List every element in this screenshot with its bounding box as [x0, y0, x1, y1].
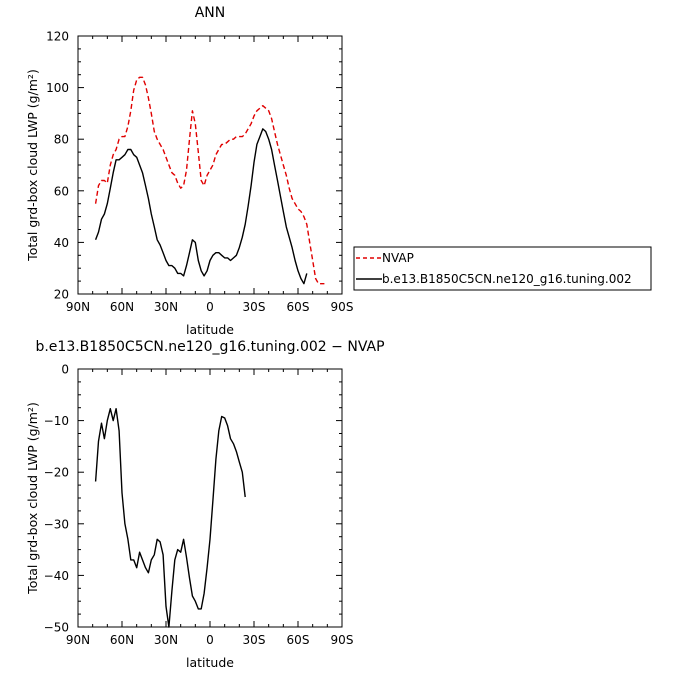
legend: NVAP b.e13.B1850C5CN.ne120_g16.tuning.00… [353, 246, 652, 291]
bottom-y-tick-label: −30 [44, 517, 69, 531]
bottom-x-tick-label: 60N [110, 633, 134, 647]
top-x-tick-label: 60N [110, 300, 134, 314]
bottom-x-tick-label: 90N [66, 633, 90, 647]
top-y-axis-label: Total grd-box cloud LWP (g/m²) [25, 69, 40, 262]
bottom-y-tick-label: 0 [61, 363, 69, 377]
top-x-tick-label: 30N [154, 300, 178, 314]
bottom-x-tick-label: 0 [206, 633, 214, 647]
top-series-line-1 [94, 128, 308, 285]
top-x-tick-label: 0 [206, 300, 214, 314]
bottom-chart-title: b.e13.B1850C5CN.ne120_g16.tuning.002 − N… [35, 339, 384, 355]
bottom-x-tick-label: 30N [154, 633, 178, 647]
bottom-y-tick-label: −50 [44, 621, 69, 635]
top-chart-title: ANN [195, 5, 226, 21]
bottom-y-tick-label: −20 [44, 466, 69, 480]
bottom-y-tick-label: −40 [44, 569, 69, 583]
bottom-y-tick-label: −10 [44, 414, 69, 428]
bottom-x-axis-label: latitude [186, 655, 234, 670]
bottom-x-tick-label: 30S [243, 633, 266, 647]
top-y-tick-label: 120 [46, 30, 69, 44]
top-y-tick-label: 40 [54, 236, 69, 250]
legend-box [353, 246, 652, 291]
bottom-panel: b.e13.B1850C5CN.ne120_g16.tuning.002 − N… [25, 339, 385, 670]
top-x-tick-label: 90N [66, 300, 90, 314]
top-plot-frame [77, 35, 343, 295]
top-series-line-0 [94, 76, 325, 285]
bottom-x-tick-label: 60S [287, 633, 310, 647]
bottom-series-line-0 [94, 408, 246, 628]
legend-label-model: b.e13.B1850C5CN.ne120_g16.tuning.002 [382, 272, 632, 286]
top-x-tick-label: 60S [287, 300, 310, 314]
top-x-axis-label: latitude [186, 322, 234, 337]
top-y-tick-label: 100 [46, 81, 69, 95]
bottom-plot-frame [77, 368, 343, 628]
top-panel: ANN 90N 60N 30N 0 30S 60S 90S 20 40 60 80 100 120 To… [25, 5, 652, 337]
top-plot-marks: 90N 60N 30N 0 30S 60S 90S 20 40 60 80 100 120 [46, 30, 353, 315]
top-y-tick-label: 60 [54, 184, 69, 198]
top-y-tick-label: 20 [54, 288, 69, 302]
legend-label-nvap: NVAP [382, 251, 414, 265]
top-y-tick-label: 80 [54, 133, 69, 147]
top-x-tick-label: 90S [331, 300, 354, 314]
bottom-plot-marks: 90N 60N 30N 0 30S 60S 90S −50 −40 −30 −20 −10 0 [44, 363, 354, 648]
bottom-x-tick-label: 90S [331, 633, 354, 647]
bottom-y-axis-label: Total grd-box cloud LWP (g/m²) [25, 402, 40, 595]
top-x-tick-label: 30S [243, 300, 266, 314]
